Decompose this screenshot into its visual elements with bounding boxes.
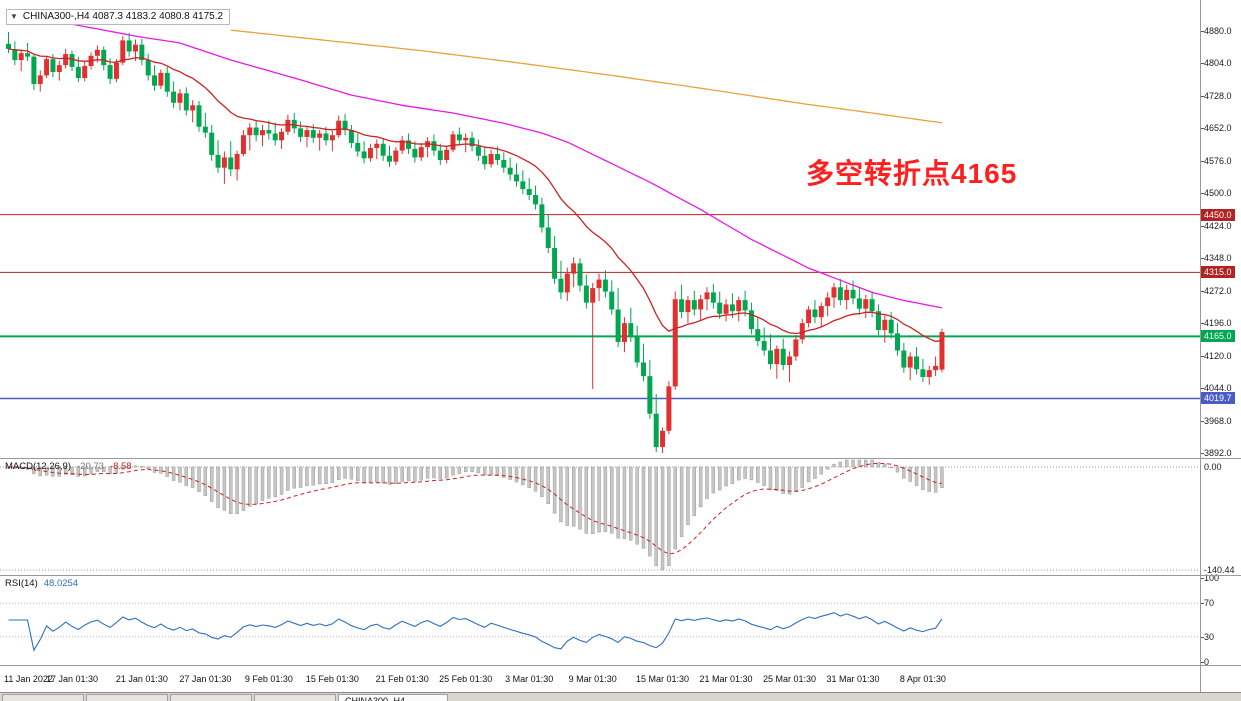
- time-axis-label: 11 Jan 2022: [4, 674, 53, 684]
- chart-tab[interactable]: [2, 694, 84, 701]
- macd-panel[interactable]: [0, 459, 1200, 575]
- time-axis-label: 25 Mar 01:30: [763, 674, 817, 684]
- time-axis-label: 25 Feb 01:30: [439, 674, 493, 684]
- chart-tab[interactable]: [86, 694, 168, 701]
- time-axis-label: 17 Jan 01:30: [45, 674, 99, 684]
- price-axis-tick: [1201, 63, 1204, 65]
- price-axis-label: 4804.0: [1204, 58, 1232, 69]
- macd-name: MACD(12,26,9): [5, 461, 71, 472]
- time-axis-label: 8 Apr 01:30: [899, 674, 946, 684]
- time-axis-label: 15 Mar 01:30: [636, 674, 690, 684]
- chart-tab[interactable]: [170, 694, 252, 701]
- rsi-indicator-label: RSI(14) 48.0254: [5, 578, 78, 589]
- time-axis[interactable]: 11 Jan 2022 17 Jan 01:30 21 Jan 01:30 27 Ja…: [0, 666, 1200, 692]
- rsi-axis-tick: [1201, 578, 1204, 579]
- rsi-axis-tick: [1201, 662, 1204, 663]
- price-axis-label: 4424.0: [1204, 220, 1232, 231]
- price-axis-tick: [1201, 453, 1204, 454]
- price-axis-label: 4728.0: [1204, 90, 1232, 101]
- price-axis-border: [1200, 0, 1201, 692]
- chart-ohlc-values: 4087.3 4183.2 4080.8 4175.2: [92, 11, 224, 22]
- price-axis-tick: [1201, 258, 1204, 260]
- rsi-axis-label: 30: [1204, 631, 1215, 642]
- price-axis-label: 4120.0: [1204, 350, 1232, 361]
- price-chart[interactable]: [0, 8, 1200, 458]
- rsi-axis-tick: [1201, 636, 1204, 638]
- time-axis-label: 9 Mar 01:30: [568, 674, 617, 684]
- annotation-text[interactable]: 多空转折点4165: [806, 158, 1018, 189]
- chart-symbol-timeframe: CHINA300-,H4: [22, 11, 90, 22]
- price-axis-tick: [1201, 290, 1204, 292]
- price-level-tag: 4315.0: [1201, 266, 1235, 279]
- time-axis-label: 9 Feb 01:30: [244, 674, 293, 684]
- time-axis-label: 21 Jan 01:30: [115, 674, 168, 684]
- price-level-tag: 4450.0: [1201, 208, 1235, 221]
- rsi-axis-label: 70: [1204, 598, 1215, 609]
- panel-separator-main-macd[interactable]: [0, 458, 1241, 459]
- rsi-axis-label: 0: [1204, 657, 1210, 667]
- price-axis-tick: [1201, 225, 1204, 227]
- price-axis-label: 3892.0: [1204, 448, 1232, 458]
- chart-title-overlay: ▼ CHINA300-,H4 4087.3 4183.2 4080.8 4175.…: [6, 9, 231, 25]
- chart-tab[interactable]: [254, 694, 336, 701]
- macd-axis-label: 0.00: [1204, 462, 1222, 472]
- price-axis-label: 4044.0: [1204, 383, 1232, 394]
- price-axis-tick: [1201, 323, 1204, 325]
- price-axis-tick: [1201, 160, 1204, 162]
- price-axis-label: 4576.0: [1204, 155, 1232, 166]
- macd-axis-label: -140.44: [1204, 565, 1235, 575]
- chart-tab-active[interactable]: CHINA300-,H4: [338, 694, 448, 701]
- macd-indicator-label: MACD(12,26,9) -20.73 -8.58: [5, 461, 132, 472]
- rsi-value: 48.0254: [43, 578, 79, 589]
- time-axis-label: 31 Mar 01:30: [826, 674, 880, 684]
- price-axis-tick: [1201, 31, 1204, 32]
- time-axis-label: 15 Feb 01:30: [305, 674, 359, 684]
- time-axis-label: 27 Jan 01:30: [179, 674, 232, 684]
- price-axis-label: 4652.0: [1204, 123, 1232, 134]
- rsi-axis-tick: [1201, 603, 1204, 605]
- time-axis-label: 3 Mar 01:30: [505, 674, 554, 684]
- price-axis-tick: [1201, 388, 1204, 390]
- price-axis-label: 4348.0: [1204, 253, 1232, 264]
- panel-separator-macd-rsi[interactable]: [0, 575, 1241, 576]
- time-axis-label: 21 Mar 01:30: [699, 674, 753, 684]
- price-axis-label: 4196.0: [1204, 318, 1232, 329]
- price-axis-label: 4500.0: [1204, 188, 1232, 199]
- time-axis-label: 21 Feb 01:30: [375, 674, 429, 684]
- price-axis-label: 4880.0: [1204, 26, 1232, 36]
- price-axis-tick: [1201, 355, 1204, 357]
- price-axis-tick: [1201, 128, 1204, 130]
- rsi-name: RSI(14): [5, 578, 38, 589]
- one-click-trading-arrow-icon[interactable]: ▼: [10, 12, 18, 21]
- price-level-tag: 4165.0: [1201, 330, 1235, 343]
- price-axis-label: 3968.0: [1204, 415, 1232, 426]
- macd-value-signal: -8.58: [109, 461, 132, 472]
- rsi-axis-label: 100: [1204, 573, 1220, 583]
- chart-tabs-bar: CHINA300-,H4: [0, 692, 1241, 701]
- rsi-panel[interactable]: [0, 576, 1200, 665]
- price-axis-tick: [1201, 95, 1204, 97]
- price-axis-tick: [1201, 193, 1204, 195]
- price-axis-tick: [1201, 420, 1204, 422]
- panel-separator-rsi-time[interactable]: [0, 665, 1241, 666]
- price-level-tag: 4019.7: [1201, 392, 1235, 405]
- price-axis-label: 4272.0: [1204, 285, 1232, 296]
- macd-value-main: -20.73: [77, 461, 104, 472]
